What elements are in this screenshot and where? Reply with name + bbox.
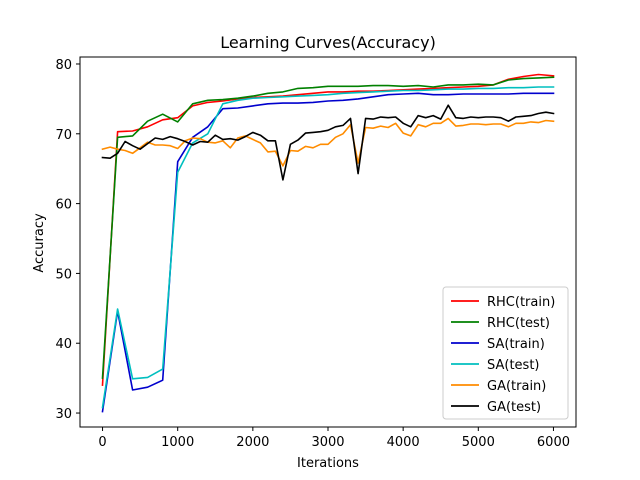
x-tick-label: 0 xyxy=(98,435,106,450)
y-tick-label: 30 xyxy=(55,407,72,422)
legend-label: SA(train) xyxy=(487,337,545,352)
series-line-ga-test xyxy=(101,104,555,181)
legend-label: SA(test) xyxy=(487,358,540,373)
plot-area xyxy=(101,73,555,413)
x-tick-label: 5000 xyxy=(462,435,495,450)
x-tick-label: 4000 xyxy=(387,435,420,450)
legend-label: GA(train) xyxy=(487,379,546,394)
x-axis-label: Iterations xyxy=(297,456,359,471)
x-tick-label: 1000 xyxy=(161,435,194,450)
y-tick-label: 70 xyxy=(55,128,72,143)
series-line-sa-train xyxy=(101,92,555,413)
series-line-ga-train xyxy=(101,117,555,167)
y-tick-label: 60 xyxy=(55,198,72,213)
legend-label: GA(test) xyxy=(487,400,541,415)
series-line-rhc-train xyxy=(101,73,555,386)
legend: RHC(train) RHC(test) SA(train) SA(test) GA(t… xyxy=(442,286,569,420)
legend-box xyxy=(442,286,569,420)
series-line-rhc-test xyxy=(101,76,555,379)
legend-label: RHC(train) xyxy=(487,295,555,310)
y-axis-label: Accuracy xyxy=(32,213,47,273)
y-tick-label: 50 xyxy=(55,267,72,282)
y-axis: 30 40 50 60 70 80 xyxy=(55,58,80,422)
chart-title: Learning Curves(Accuracy) xyxy=(220,33,436,52)
y-tick-label: 80 xyxy=(55,58,72,73)
x-axis: 0 1000 2000 3000 4000 5000 6000 xyxy=(98,427,570,450)
series-line-sa-test xyxy=(101,86,555,409)
y-tick-label: 40 xyxy=(55,337,72,352)
x-tick-label: 3000 xyxy=(311,435,344,450)
x-tick-label: 2000 xyxy=(236,435,269,450)
legend-label: RHC(test) xyxy=(487,316,550,331)
x-tick-label: 6000 xyxy=(537,435,570,450)
